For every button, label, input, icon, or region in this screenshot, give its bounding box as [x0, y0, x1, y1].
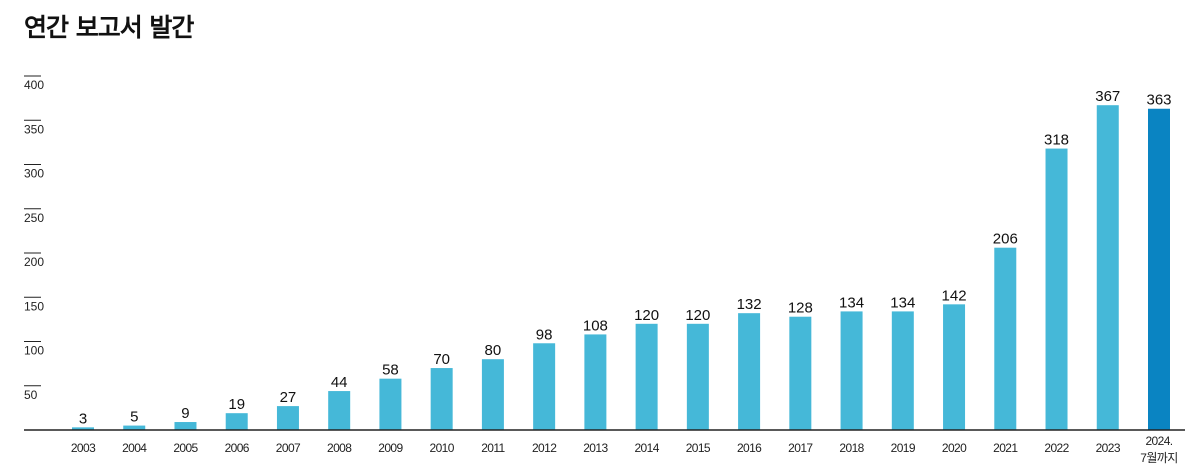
bar-value-label: 206: [993, 231, 1018, 248]
bar-2003: [72, 427, 94, 430]
bar-2021: [994, 247, 1017, 430]
bar-2012: [533, 343, 556, 430]
bar-2024: [1148, 108, 1170, 431]
x-tick-label: 2011: [481, 441, 505, 455]
y-tick-label: 350: [24, 122, 44, 136]
x-tick-label: 2003: [71, 441, 96, 455]
bar-value-label: 128: [788, 300, 813, 317]
bar-value-label: 70: [433, 351, 450, 368]
bar-2005: [174, 422, 197, 430]
x-tick-label: 2016: [737, 441, 762, 455]
x-tick-label: 2017: [788, 441, 813, 455]
bar-value-label: 58: [382, 362, 399, 379]
x-tick-label: 2006: [225, 441, 250, 455]
x-tick-label: 2021: [993, 441, 1018, 455]
x-tick-label: 2005: [173, 441, 198, 455]
bar-2020: [943, 304, 966, 430]
bar-2022: [1045, 148, 1068, 430]
bar-value-label: 80: [485, 342, 502, 359]
bar-value-label: 134: [839, 294, 864, 311]
bar-2015: [686, 323, 709, 430]
x-tick-label: 2015: [686, 441, 711, 455]
y-tick-label: 250: [24, 211, 44, 225]
y-tick-label: 400: [24, 78, 44, 92]
bar-2013: [584, 334, 607, 430]
x-tick-label: 2018: [839, 441, 864, 455]
bar-2017: [789, 316, 812, 430]
bar-value-label: 120: [634, 307, 659, 324]
x-tick-label: 2012: [532, 441, 557, 455]
bar-value-label: 132: [737, 296, 762, 313]
bar-value-label: 367: [1095, 88, 1120, 105]
x-tick-label: 2004: [122, 441, 147, 455]
bar-2010: [430, 368, 453, 430]
y-tick-label: 200: [24, 255, 44, 269]
bar-2019: [891, 311, 914, 430]
x-tick-label: 2020: [942, 441, 967, 455]
bar-value-label: 363: [1146, 92, 1171, 109]
bars: [72, 105, 1170, 431]
bar-2018: [840, 311, 863, 430]
bar-value-label: 19: [228, 396, 245, 413]
value-labels: 3 5 9 19 27 44 58 70 80 98 108 120 120 132 128 134 134 14…: [79, 88, 1172, 427]
x-tick-label: 2019: [891, 441, 916, 455]
bar-2006: [225, 413, 248, 430]
x-tick-label: 2008: [327, 441, 352, 455]
y-tick-label: 150: [24, 299, 44, 313]
bar-value-label: 5: [130, 409, 138, 426]
bar-value-label: 9: [181, 405, 189, 422]
bar-2014: [635, 323, 658, 430]
y-tick-label: 100: [24, 344, 44, 358]
x-tick-label: 2022: [1044, 441, 1069, 455]
bar-2011: [481, 359, 504, 430]
x-axis-labels: 2003 2004 2005 2006 2007 2008 2009 2010 2011 2012…: [71, 434, 1178, 465]
bar-value-label: 318: [1044, 132, 1069, 149]
bar-value-label: 27: [280, 389, 297, 406]
bar-2023: [1096, 105, 1119, 430]
bar-2008: [328, 391, 351, 430]
bar-2009: [379, 378, 402, 430]
bar-value-label: 120: [685, 307, 710, 324]
x-tick-label: 2014: [634, 441, 659, 455]
x-tick-label: 2009: [378, 441, 403, 455]
x-tick-label: 2007: [276, 441, 301, 455]
x-tick-label: 2024.: [1145, 434, 1172, 448]
y-tick-label: 50: [24, 388, 38, 402]
bar-2016: [738, 313, 761, 430]
bar-value-label: 134: [890, 294, 915, 311]
bar-value-label: 98: [536, 326, 553, 343]
y-tick-label: 300: [24, 167, 44, 181]
y-axis-ticks: 50 100 150 200 250 300 350 400: [24, 75, 44, 402]
bar-2004: [123, 425, 146, 430]
bar-value-label: 142: [942, 287, 967, 304]
x-tick-label: 2010: [430, 441, 455, 455]
bar-value-label: 3: [79, 410, 87, 427]
bar-2007: [276, 406, 299, 430]
bar-value-label: 108: [583, 317, 608, 334]
x-tick-sublabel: 7월까지: [1140, 451, 1177, 465]
x-tick-label: 2013: [583, 441, 608, 455]
bar-value-label: 44: [331, 374, 348, 391]
chart-title: 연간 보고서 발간: [24, 13, 194, 42]
x-tick-label: 2023: [1096, 441, 1121, 455]
